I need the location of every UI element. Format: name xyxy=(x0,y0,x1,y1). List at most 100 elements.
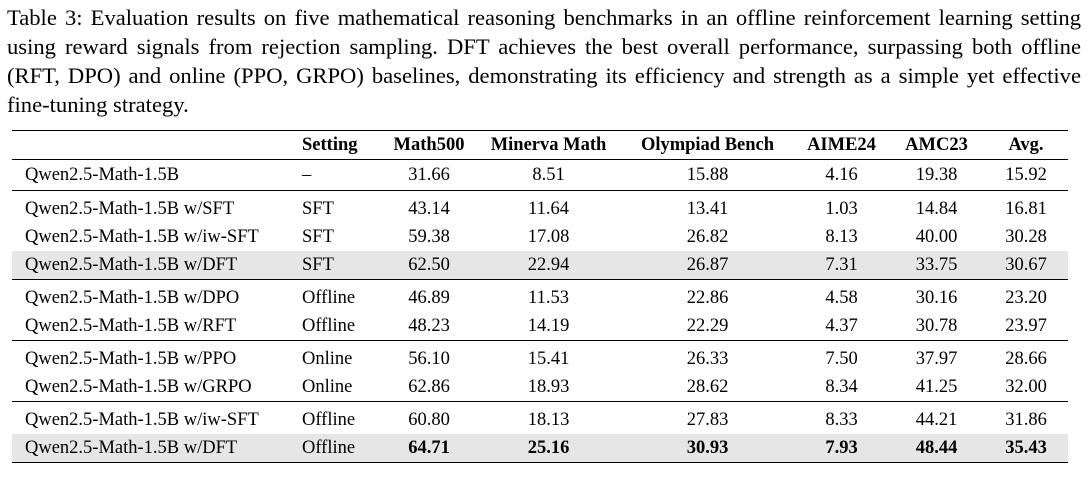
minerva-cell: 11.64 xyxy=(476,190,621,223)
math500-cell: 62.86 xyxy=(408,376,450,397)
olympiad-cell: 13.41 xyxy=(621,190,794,223)
aime24-cell: 4.58 xyxy=(794,279,889,312)
setting-cell: Offline xyxy=(295,434,382,463)
setting-cell: Online xyxy=(302,376,353,397)
aime24-cell: 4.16 xyxy=(825,164,858,185)
model-cell: Qwen2.5-Math-1.5B w/SFT xyxy=(12,190,295,223)
olympiad-cell: 15.88 xyxy=(686,164,729,185)
math500-cell: 59.38 xyxy=(408,226,450,247)
aime24-cell: 8.33 xyxy=(794,401,889,434)
header-row: Setting Math500 Minerva Math Olympiad Be… xyxy=(12,130,1068,160)
aime24-cell: 4.37 xyxy=(825,315,858,336)
amc23-cell: 41.25 xyxy=(915,376,958,397)
minerva-cell: 14.19 xyxy=(527,315,570,336)
minerva-cell: 18.93 xyxy=(527,376,570,397)
math500-cell-best: 64.71 xyxy=(382,434,476,463)
minerva-cell: 18.13 xyxy=(476,401,621,434)
setting-cell: SFT xyxy=(295,190,382,223)
setting-cell: – xyxy=(302,164,312,185)
math500-cell: 48.23 xyxy=(408,315,450,336)
table-row: Qwen2.5-Math-1.5B w/iw-SFT Offline 60.80… xyxy=(12,401,1068,434)
amc23-cell-best: 48.44 xyxy=(889,434,984,463)
aime24-cell: 8.34 xyxy=(825,376,858,397)
header-aime24: AIME24 xyxy=(794,130,889,160)
minerva-cell: 15.41 xyxy=(476,340,621,373)
model-cell: Qwen2.5-Math-1.5B w/PPO xyxy=(12,340,295,373)
table-row: Qwen2.5-Math-1.5B w/iw-SFT SFT 59.38 17.… xyxy=(12,223,1068,251)
table-row: Qwen2.5-Math-1.5B w/SFT SFT 43.14 11.64 … xyxy=(12,190,1068,223)
header-minerva-math: Minerva Math xyxy=(476,130,621,160)
avg-cell: 32.00 xyxy=(1005,376,1047,397)
table-row: Qwen2.5-Math-1.5B w/RFT Offline 48.23 14… xyxy=(12,312,1068,341)
avg-cell-best: 35.43 xyxy=(984,434,1068,463)
minerva-cell: 22.94 xyxy=(476,251,621,280)
header-avg: Avg. xyxy=(984,130,1068,160)
olympiad-cell: 26.82 xyxy=(686,226,729,247)
olympiad-cell: 26.87 xyxy=(621,251,794,280)
table-caption: Table 3: Evaluation results on five math… xyxy=(7,5,1081,117)
setting-cell: Offline xyxy=(295,401,382,434)
header-model xyxy=(12,130,295,160)
model-cell: Qwen2.5-Math-1.5B w/iw-SFT xyxy=(25,226,259,247)
olympiad-cell-best: 30.93 xyxy=(621,434,794,463)
model-cell: Qwen2.5-Math-1.5B w/DFT xyxy=(12,434,295,463)
minerva-cell-best: 25.16 xyxy=(476,434,621,463)
aime24-cell: 7.50 xyxy=(794,340,889,373)
header-setting: Setting xyxy=(295,130,382,160)
amc23-cell: 44.21 xyxy=(889,401,984,434)
results-table: Setting Math500 Minerva Math Olympiad Be… xyxy=(12,130,1068,463)
header-olympiad-bench: Olympiad Bench xyxy=(621,130,794,160)
aime24-cell: 7.31 xyxy=(794,251,889,280)
model-cell: Qwen2.5-Math-1.5B xyxy=(25,164,180,185)
math500-cell: 62.50 xyxy=(382,251,476,280)
amc23-cell: 40.00 xyxy=(915,226,958,247)
olympiad-cell: 28.62 xyxy=(686,376,729,397)
avg-cell: 31.86 xyxy=(984,401,1068,434)
olympiad-cell: 22.86 xyxy=(621,279,794,312)
aime24-cell-best: 7.93 xyxy=(794,434,889,463)
avg-cell: 30.67 xyxy=(984,251,1068,280)
setting-cell: SFT xyxy=(302,226,334,247)
setting-cell: Offline xyxy=(295,279,382,312)
minerva-cell: 17.08 xyxy=(527,226,570,247)
amc23-cell: 30.78 xyxy=(915,315,958,336)
table-row-highlighted: Qwen2.5-Math-1.5B w/DFT SFT 62.50 22.94 … xyxy=(12,251,1068,280)
olympiad-cell: 26.33 xyxy=(621,340,794,373)
math500-cell: 60.80 xyxy=(382,401,476,434)
amc23-cell: 30.16 xyxy=(889,279,984,312)
header-amc23: AMC23 xyxy=(889,130,984,160)
model-cell: Qwen2.5-Math-1.5B w/RFT xyxy=(25,315,237,336)
amc23-cell: 14.84 xyxy=(889,190,984,223)
amc23-cell: 19.38 xyxy=(915,164,958,185)
avg-cell: 30.28 xyxy=(1005,226,1047,247)
avg-cell: 15.92 xyxy=(1005,164,1047,185)
amc23-cell: 33.75 xyxy=(889,251,984,280)
aime24-cell: 8.13 xyxy=(825,226,858,247)
table-row: Qwen2.5-Math-1.5B w/GRPO Online 62.86 18… xyxy=(12,373,1068,402)
olympiad-cell: 27.83 xyxy=(621,401,794,434)
minerva-cell: 8.51 xyxy=(532,164,565,185)
setting-cell: Offline xyxy=(302,315,356,336)
avg-cell: 28.66 xyxy=(984,340,1068,373)
math500-cell: 46.89 xyxy=(382,279,476,312)
header-math500: Math500 xyxy=(382,130,476,160)
avg-cell: 23.20 xyxy=(984,279,1068,312)
setting-cell: SFT xyxy=(295,251,382,280)
avg-cell: 23.97 xyxy=(1005,315,1047,336)
table-row: Qwen2.5-Math-1.5B w/PPO Online 56.10 15.… xyxy=(12,340,1068,373)
avg-cell: 16.81 xyxy=(984,190,1068,223)
math500-cell: 56.10 xyxy=(382,340,476,373)
amc23-cell: 37.97 xyxy=(889,340,984,373)
table-row: Qwen2.5-Math-1.5B w/DPO Offline 46.89 11… xyxy=(12,279,1068,312)
minerva-cell: 11.53 xyxy=(476,279,621,312)
model-cell: Qwen2.5-Math-1.5B w/iw-SFT xyxy=(12,401,295,434)
model-cell: Qwen2.5-Math-1.5B w/DFT xyxy=(12,251,295,280)
table-row-highlighted: Qwen2.5-Math-1.5B w/DFT Offline 64.71 25… xyxy=(12,434,1068,463)
table-row: Qwen2.5-Math-1.5B – 31.66 8.51 15.88 4.1… xyxy=(12,160,1068,191)
aime24-cell: 1.03 xyxy=(794,190,889,223)
model-cell: Qwen2.5-Math-1.5B w/GRPO xyxy=(25,376,252,397)
math500-cell: 43.14 xyxy=(382,190,476,223)
olympiad-cell: 22.29 xyxy=(686,315,729,336)
model-cell: Qwen2.5-Math-1.5B w/DPO xyxy=(12,279,295,312)
